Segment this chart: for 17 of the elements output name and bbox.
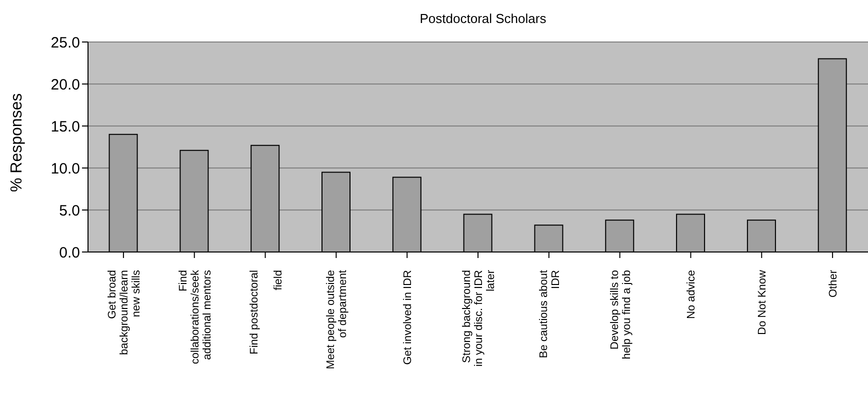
chart-title: Postdoctoral Scholars [418, 10, 548, 28]
x-tick-label: Strong background in your disc. for IDR later [461, 270, 497, 367]
x-tick-label: Other [828, 270, 840, 298]
y-tick-label: 10.0 [50, 160, 80, 178]
x-tick-label: Find postdoctoral field [248, 270, 284, 354]
y-tick-label: 20.0 [50, 76, 80, 94]
x-tick-label: Get involved in IDR [402, 270, 414, 365]
y-axis-title: % Responses [8, 93, 26, 192]
y-tick-label: 15.0 [50, 118, 80, 136]
x-tick-label: Develop skills to help you find a job [608, 270, 633, 360]
x-tick-label: No advice [686, 270, 698, 319]
y-tick-label: 0.0 [59, 244, 80, 262]
y-tick-label: 5.0 [59, 202, 80, 220]
x-tick-label: Do Not Know [756, 270, 769, 335]
x-tick-label: Be cautious about IDR [538, 270, 562, 358]
x-tick-label: Get broad background/learn new skills [106, 270, 142, 356]
y-tick-label: 25.0 [50, 34, 80, 52]
